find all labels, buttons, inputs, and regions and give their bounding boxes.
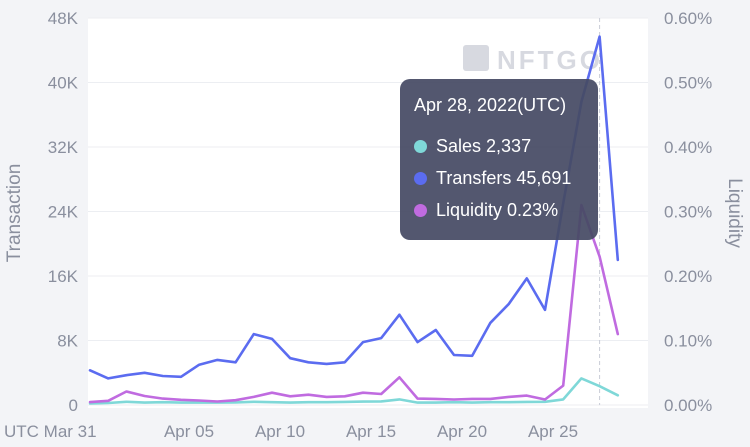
left-tick-label: 0	[69, 396, 78, 415]
tooltip-label-sales: Sales	[436, 135, 482, 156]
right-tick-label: 0.60%	[664, 9, 712, 28]
tooltip-value-sales: 2,337	[486, 135, 532, 156]
right-tick-label: 0.10%	[664, 332, 712, 351]
right-tick-label: 0.00%	[664, 396, 712, 415]
series-line-transfers[interactable]	[88, 35, 620, 380]
data-tooltip: Apr 28, 2022(UTC) Sales 2,337 Transfers …	[400, 79, 598, 240]
nftgo-logo-icon	[463, 45, 489, 71]
x-tick-label: Apr 05	[164, 422, 214, 441]
x-tick-label: UTC Mar 31	[4, 422, 97, 441]
tooltip-title: Apr 28, 2022(UTC)	[414, 95, 567, 115]
right-axis-ticks: 0.00% 0.10% 0.20% 0.30% 0.40% 0.50% 0.60%	[664, 9, 712, 415]
x-tick-label: Apr 20	[437, 422, 487, 441]
left-tick-label: 32K	[48, 138, 79, 157]
series-line-liquidity[interactable]	[88, 203, 620, 404]
tooltip-value-liquidity: 0.23%	[507, 199, 559, 220]
left-tick-label: 16K	[48, 267, 79, 286]
right-tick-label: 0.20%	[664, 267, 712, 286]
tooltip-row-sales: Sales 2,337	[414, 130, 584, 162]
tooltip-label-transfers: Transfers	[436, 167, 512, 188]
transfers-legend-dot-icon	[414, 171, 427, 185]
x-tick-label: Apr 15	[346, 422, 396, 441]
left-tick-label: 40K	[48, 74, 79, 93]
tooltip-row-transfers: Transfers 45,691	[414, 162, 584, 194]
right-tick-label: 0.50%	[664, 74, 712, 93]
watermark: NFTGO	[463, 45, 603, 75]
right-axis-title: Liquidity	[724, 178, 745, 248]
sales-legend-dot-icon	[414, 139, 427, 153]
x-axis-ticks: UTC Mar 31 Apr 05 Apr 10 Apr 15 Apr 20 Apr 25	[4, 422, 578, 441]
watermark-text: NFTGO	[497, 45, 603, 75]
left-tick-label: 24K	[48, 203, 79, 222]
series-line-sales[interactable]	[88, 377, 620, 405]
liquidity-legend-dot-icon	[414, 203, 427, 217]
tooltip-label-liquidity: Liquidity	[436, 199, 503, 220]
right-tick-label: 0.30%	[664, 203, 712, 222]
tooltip-row-liquidity: Liquidity 0.23%	[414, 194, 584, 226]
left-tick-label: 48K	[48, 9, 79, 28]
x-tick-label: Apr 10	[255, 422, 305, 441]
left-tick-label: 8K	[57, 332, 78, 351]
left-axis-ticks: 0 8K 16K 24K 32K 40K 48K	[48, 9, 79, 415]
series-lines	[88, 35, 620, 405]
right-tick-label: 0.40%	[664, 138, 712, 157]
left-axis-title: Transaction	[4, 164, 25, 263]
x-tick-label: Apr 25	[528, 422, 578, 441]
tooltip-value-transfers: 45,691	[516, 167, 572, 188]
